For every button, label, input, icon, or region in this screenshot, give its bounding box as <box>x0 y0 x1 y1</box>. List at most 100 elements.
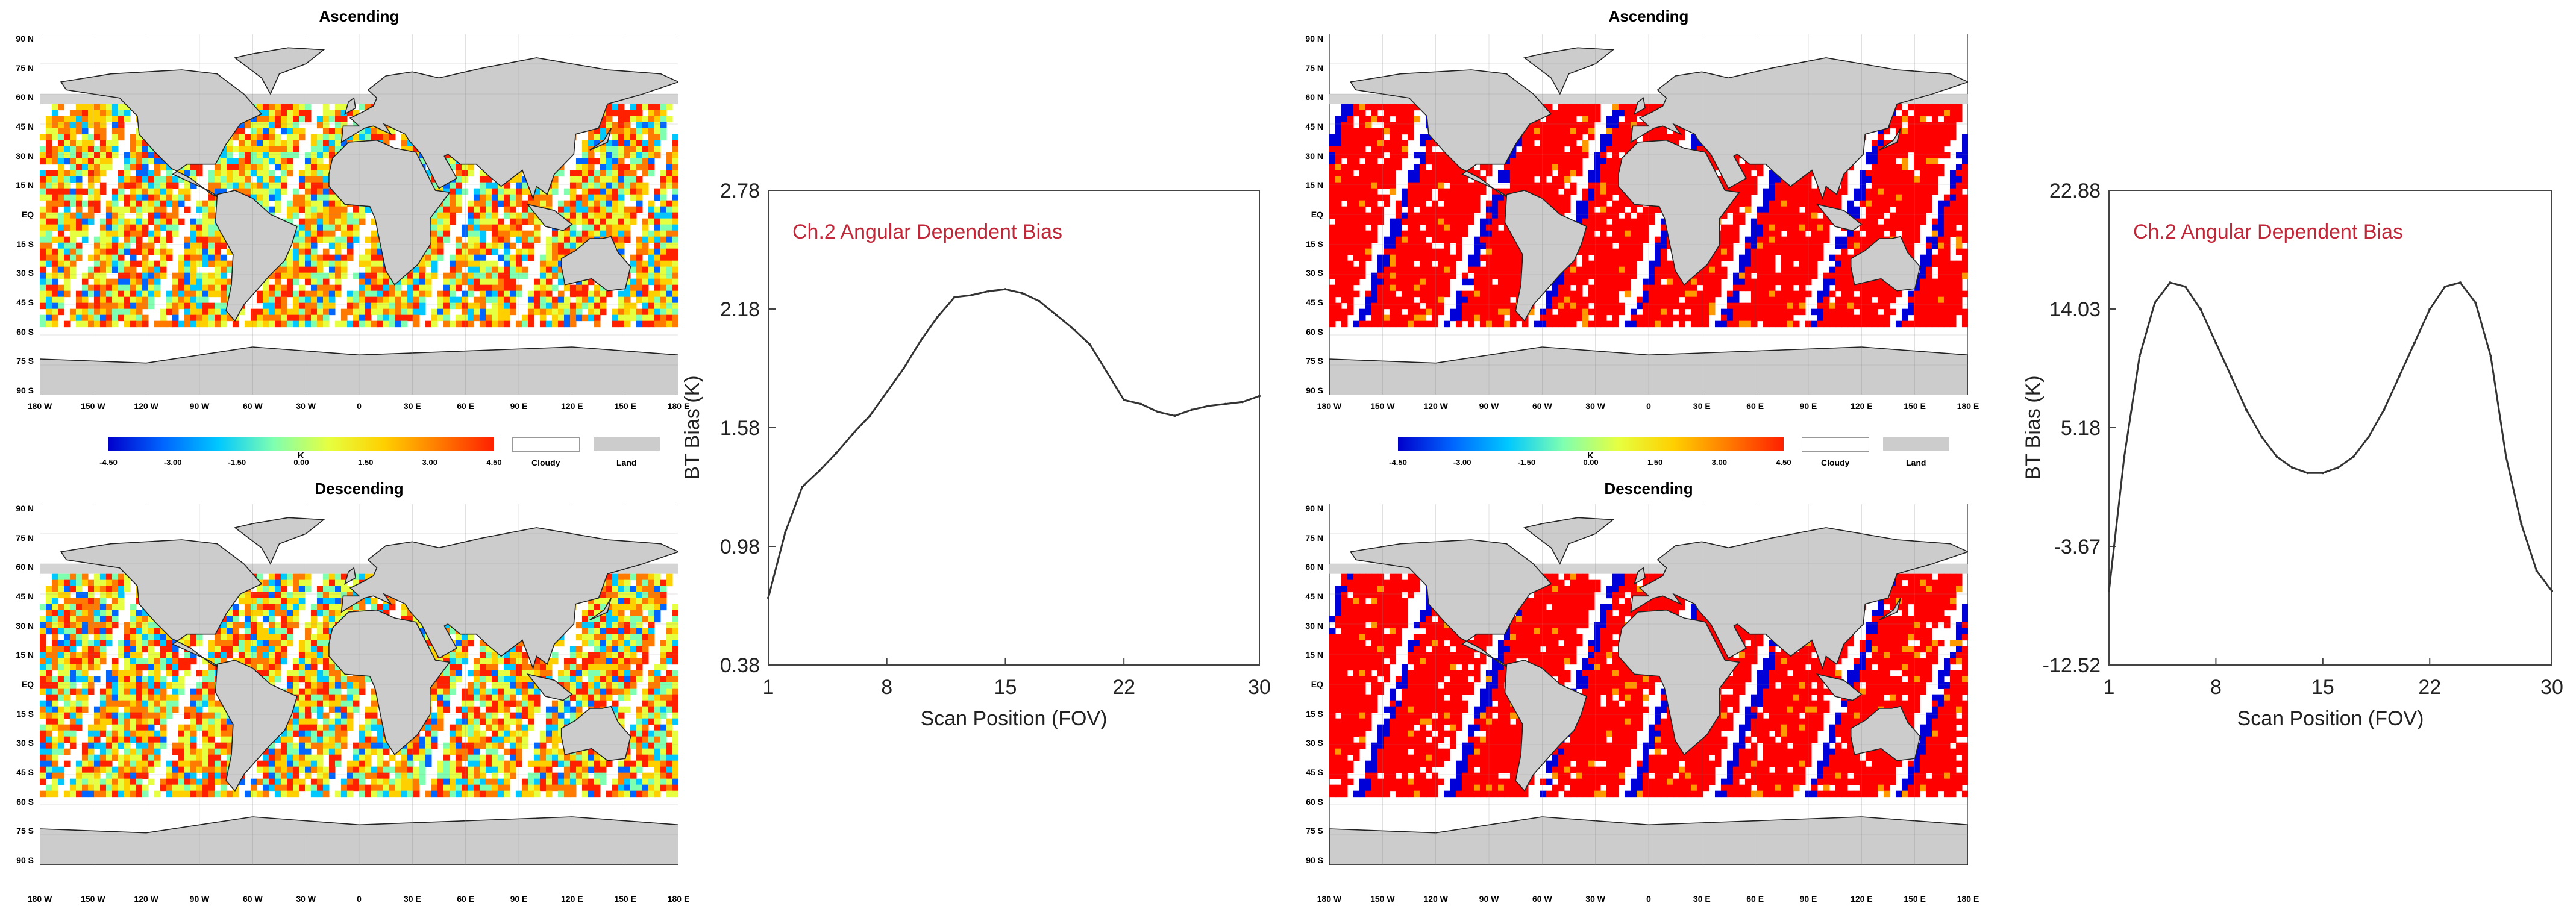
x-tick-label: 30 <box>1248 676 1271 699</box>
lat-label: 30 N <box>1305 620 1323 631</box>
lat-label: 90 S <box>1306 855 1323 865</box>
lon-label: 0 <box>357 894 362 904</box>
lon-label: 120 E <box>561 401 583 411</box>
left-descending-title: Descending <box>315 479 404 498</box>
bias-point <box>1190 408 1193 411</box>
lat-label: 90 N <box>1305 504 1323 513</box>
right-ascending-map <box>1329 34 1968 395</box>
lat-label: 15 S <box>1306 239 1323 249</box>
lon-label: 180 W <box>27 401 52 411</box>
right-colorbar <box>1398 437 1784 451</box>
bias-point <box>1038 299 1041 302</box>
lon-label: 180 W <box>1317 894 1342 904</box>
bias-point <box>801 486 804 489</box>
bias-point <box>1071 327 1074 330</box>
bias-point <box>1224 402 1227 405</box>
lon-label: 90 W <box>1479 894 1499 904</box>
bias-point <box>835 452 838 455</box>
bias-point <box>868 414 871 417</box>
left-colorbar <box>108 437 494 451</box>
plot-frame <box>768 190 1260 666</box>
lat-label: 30 N <box>1305 151 1323 161</box>
lat-label: 30 S <box>16 268 34 278</box>
lat-label: 30 N <box>16 151 34 161</box>
lon-label: 60 E <box>1746 401 1764 411</box>
bias-line <box>767 288 1260 598</box>
lon-label: 0 <box>1646 401 1651 411</box>
lat-label: 60 S <box>16 796 34 807</box>
lat-label: 90 N <box>16 34 34 43</box>
lat-label: 45 N <box>16 592 34 601</box>
lon-label: 150 W <box>1370 894 1395 904</box>
lat-label: 45 S <box>16 298 34 307</box>
bias-point <box>987 290 990 293</box>
right-cloudy-label: Cloudy <box>1821 458 1850 467</box>
x-axis-label: Scan Position (FOV) <box>921 707 1108 730</box>
bias-point <box>1139 402 1142 405</box>
lat-label: 15 N <box>1305 650 1323 660</box>
right-cloudy-swatch <box>1802 437 1869 452</box>
lon-label: 120 W <box>134 401 158 411</box>
colorbar-tick: 3.00 <box>1711 458 1727 467</box>
bias-point <box>1258 395 1261 398</box>
bias-point <box>1173 414 1176 417</box>
lon-label: 60 W <box>1532 894 1552 904</box>
lat-label: 45 S <box>1306 298 1323 307</box>
lat-label: 75 N <box>1305 63 1323 73</box>
lon-label: 30 W <box>1585 894 1605 904</box>
lat-label: 45 N <box>1305 592 1323 601</box>
lat-label: 60 N <box>1305 562 1323 572</box>
right-descending-map <box>1329 504 1968 865</box>
lon-label: 120 W <box>1423 894 1448 904</box>
y-tick-label: 2.18 <box>720 298 760 321</box>
lat-label: 30 S <box>1306 738 1323 748</box>
right-land-label: Land <box>1906 458 1926 467</box>
bias-point <box>936 316 939 319</box>
bias-point <box>784 531 787 534</box>
bias-point <box>1156 410 1159 413</box>
colorbar-tick: -4.50 <box>1389 458 1407 467</box>
lat-label: 45 N <box>1305 122 1323 131</box>
lon-label: 30 W <box>296 894 316 904</box>
bias-point <box>953 296 956 299</box>
lon-label: 180 E <box>1957 894 1979 904</box>
lon-label: 60 E <box>457 894 475 904</box>
lon-label: 60 W <box>242 894 263 904</box>
lat-label: 15 S <box>16 708 34 719</box>
lon-label: 30 E <box>1693 894 1711 904</box>
lat-label: EQ <box>21 679 34 689</box>
bias-point <box>1241 401 1244 404</box>
lon-label: 150 W <box>81 894 105 904</box>
lat-label: 90 S <box>1306 386 1323 395</box>
lon-label: 30 E <box>403 401 421 411</box>
left-maps-panel: Ascending 180 W 150 W 120 W 90 W 60 W 30 W 0 30… <box>0 0 690 915</box>
left-land-label: Land <box>616 458 637 467</box>
lat-label: 15 N <box>16 180 34 190</box>
left-land-swatch <box>594 437 660 451</box>
colorbar-tick: 1.50 <box>1647 458 1663 467</box>
bias-point <box>1106 371 1109 374</box>
colorbar-tick: -3.00 <box>163 458 182 467</box>
lat-label: 15 N <box>1305 180 1323 190</box>
lat-label: 45 S <box>16 767 34 777</box>
lon-label: 180 E <box>667 894 690 904</box>
lon-label: 90 E <box>510 401 528 411</box>
y-tick-label: 2.78 <box>720 180 760 202</box>
colorbar-tick: -1.50 <box>1517 458 1536 467</box>
lon-label: 0 <box>357 401 362 411</box>
lon-label: 120 E <box>561 894 583 904</box>
lat-label: 75 S <box>16 826 34 836</box>
lat-label: 90 N <box>16 504 34 513</box>
colorbar-tick: 1.50 <box>358 458 374 467</box>
colorbar-tick: -3.00 <box>1453 458 1471 467</box>
left-descending-lon-labels: 180 W 150 W 120 W 90 W 60 W 30 W 0 30 E 60 E 90 E… <box>28 894 690 906</box>
lon-label: 150 E <box>1904 401 1926 411</box>
lon-label: 90 E <box>1799 894 1817 904</box>
lon-label: 60 W <box>1532 401 1552 411</box>
lon-label: 150 E <box>614 894 636 904</box>
lon-label: 180 E <box>667 401 690 411</box>
lon-label: 60 E <box>1746 894 1764 904</box>
lat-label: 30 S <box>16 738 34 748</box>
lon-label: 30 E <box>403 894 421 904</box>
lat-label: 45 N <box>16 122 34 131</box>
